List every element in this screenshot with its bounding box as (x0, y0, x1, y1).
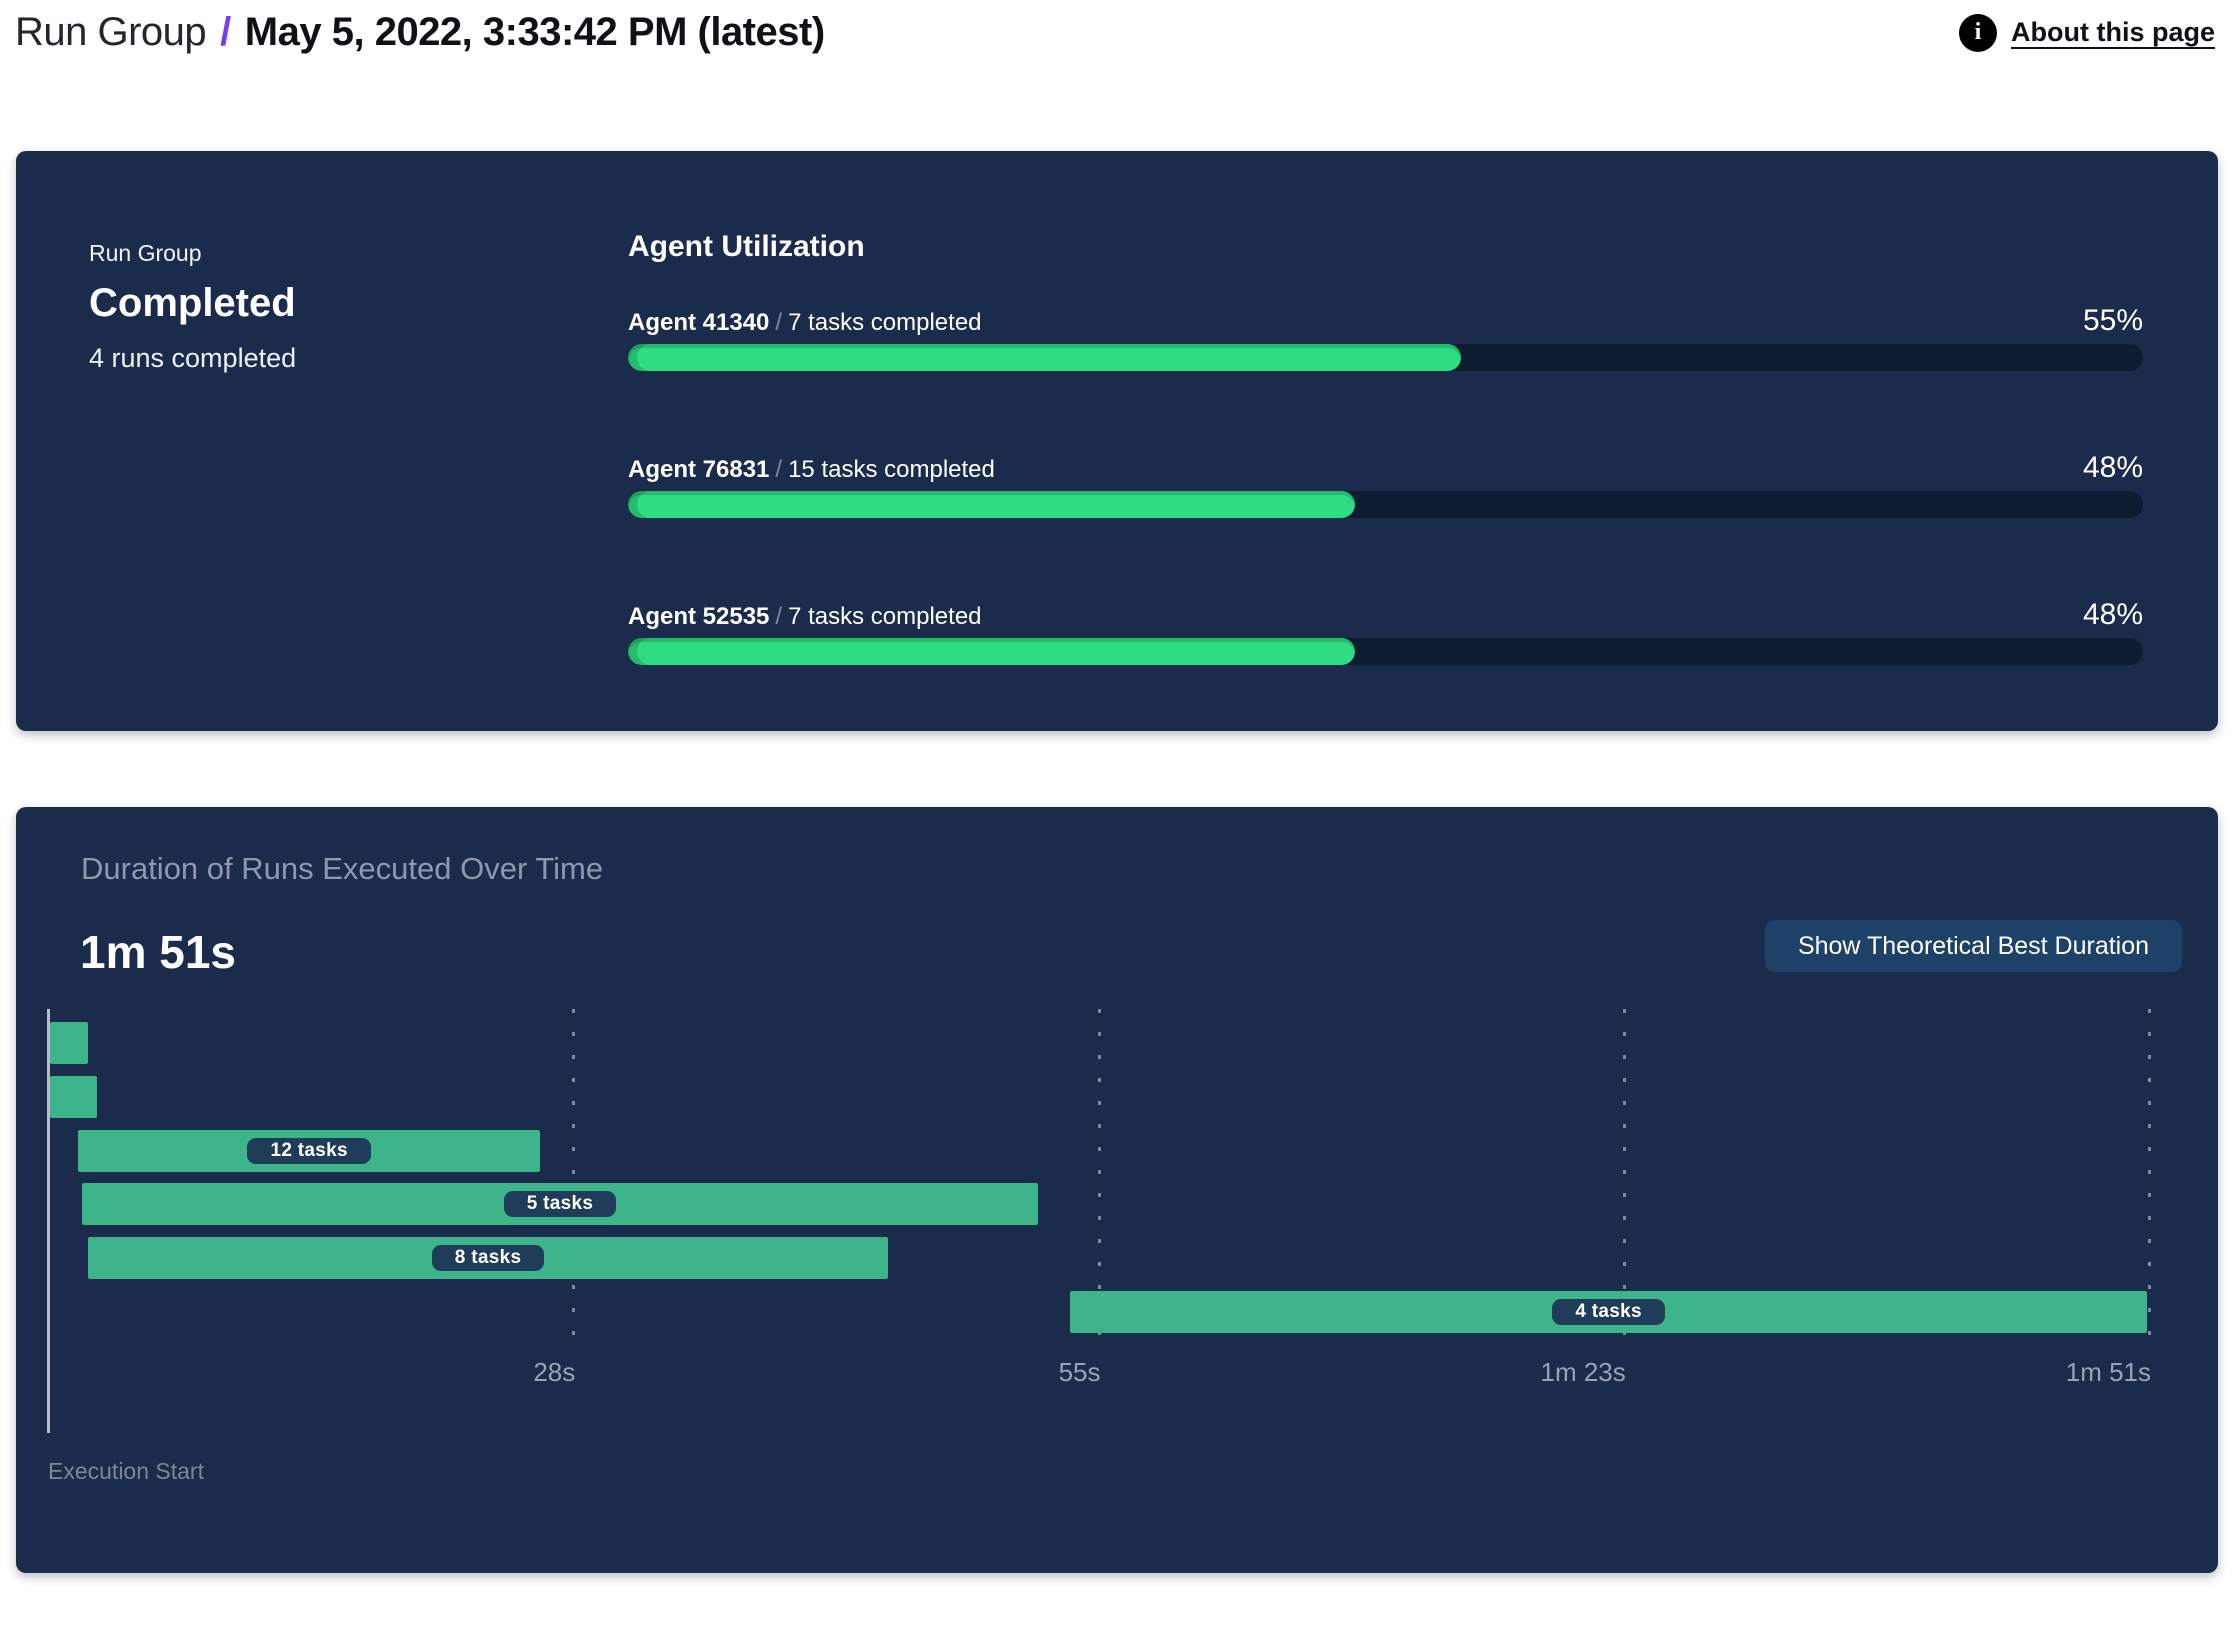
agent-tasks-completed: 7 tasks completed (788, 603, 982, 630)
axis-tick-label: 1m 51s (2065, 1357, 2151, 1387)
agent-row: Agent 76831/15 tasks completed 48% (628, 451, 2143, 518)
agent-row: Agent 52535/7 tasks completed 48% (628, 598, 2143, 665)
gridline (572, 1009, 576, 1349)
gridline (1622, 1009, 1626, 1349)
agent-tasks-completed: 15 tasks completed (788, 456, 995, 483)
gantt-bar[interactable]: 5 tasks (82, 1183, 1038, 1225)
gantt-bar[interactable]: 4 tasks (1070, 1291, 2148, 1333)
agent-name: Agent 76831 (628, 456, 770, 483)
agent-separator: / (775, 456, 783, 483)
about-link-label: About this page (2011, 17, 2215, 47)
agent-label-line: Agent 76831/15 tasks completed 48% (628, 451, 2143, 485)
gantt-bar[interactable]: 12 tasks (78, 1130, 541, 1172)
info-icon: i (1959, 13, 1997, 52)
breadcrumb-run-group[interactable]: Run Group (15, 10, 207, 54)
agent-separator: / (775, 603, 783, 630)
utilization-percent: 55% (2082, 304, 2143, 337)
runs-completed-summary: 4 runs completed (89, 343, 297, 373)
breadcrumb-separator: / (220, 10, 231, 54)
agent-utilization-section: Agent Utilization Agent 41340/7 tasks co… (628, 151, 2143, 731)
agent-separator: / (775, 309, 783, 336)
gantt-bar[interactable] (49, 1022, 88, 1064)
page-header: Run Group / May 5, 2022, 3:33:42 PM (lat… (15, 10, 2215, 55)
agent-label-line: Agent 41340/7 tasks completed 55% (628, 304, 2143, 338)
y-axis-line (47, 1009, 50, 1433)
page-title: May 5, 2022, 3:33:42 PM (latest) (244, 10, 825, 54)
gantt-chart: 28s 55s 1m 23s 1m 51s 12 tasks 5 tasks 8 tasks… (16, 807, 2218, 1573)
agent-tasks-completed: 7 tasks completed (788, 309, 982, 336)
axis-tick-label: 1m 23s (1540, 1357, 1626, 1387)
agent-utilization-heading: Agent Utilization (628, 230, 865, 263)
execution-start-label: Execution Start (48, 1458, 204, 1484)
about-this-page-link[interactable]: i About this page (1959, 13, 2215, 52)
task-count-pill: 8 tasks (431, 1245, 545, 1271)
gridline (2148, 1009, 2151, 1349)
utilization-track (628, 638, 2143, 665)
agent-label-line: Agent 52535/7 tasks completed 48% (628, 598, 2143, 632)
run-group-status: Completed (89, 281, 296, 325)
utilization-percent: 48% (2082, 598, 2143, 631)
agent-name: Agent 41340 (628, 309, 770, 336)
breadcrumb: Run Group / May 5, 2022, 3:33:42 PM (lat… (15, 10, 825, 55)
axis-tick-label: 55s (1058, 1357, 1101, 1387)
utilization-fill (628, 344, 1462, 371)
gantt-bar[interactable] (49, 1076, 98, 1118)
utilization-percent: 48% (2082, 451, 2143, 484)
duration-chart-title: Duration of Runs Executed Over Time (81, 851, 604, 886)
run-group-label: Run Group (89, 240, 202, 266)
task-count-pill: 5 tasks (503, 1191, 617, 1217)
show-theoretical-best-duration-button[interactable]: Show Theoretical Best Duration (1765, 920, 2182, 972)
gantt-bar[interactable]: 8 tasks (87, 1237, 889, 1279)
agent-row: Agent 41340/7 tasks completed 55% (628, 304, 2143, 371)
utilization-fill (628, 638, 1356, 665)
axis-tick-label: 28s (533, 1357, 576, 1387)
task-count-pill: 4 tasks (1552, 1299, 1665, 1325)
utilization-track (628, 491, 2143, 518)
agent-name: Agent 52535 (628, 603, 770, 630)
run-group-status-panel: Run Group Completed 4 runs completed Age… (16, 151, 2218, 731)
task-count-pill: 12 tasks (247, 1138, 371, 1164)
duration-chart-panel: Duration of Runs Executed Over Time 1m 5… (16, 807, 2218, 1573)
utilization-track (628, 344, 2143, 371)
total-duration-value: 1m 51s (80, 926, 237, 978)
utilization-fill (628, 491, 1356, 518)
gridline (1097, 1009, 1101, 1349)
